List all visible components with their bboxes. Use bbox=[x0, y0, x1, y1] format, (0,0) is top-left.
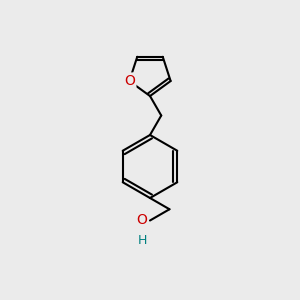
Text: H: H bbox=[138, 234, 147, 247]
Text: O: O bbox=[136, 214, 147, 227]
Text: O: O bbox=[124, 74, 135, 88]
